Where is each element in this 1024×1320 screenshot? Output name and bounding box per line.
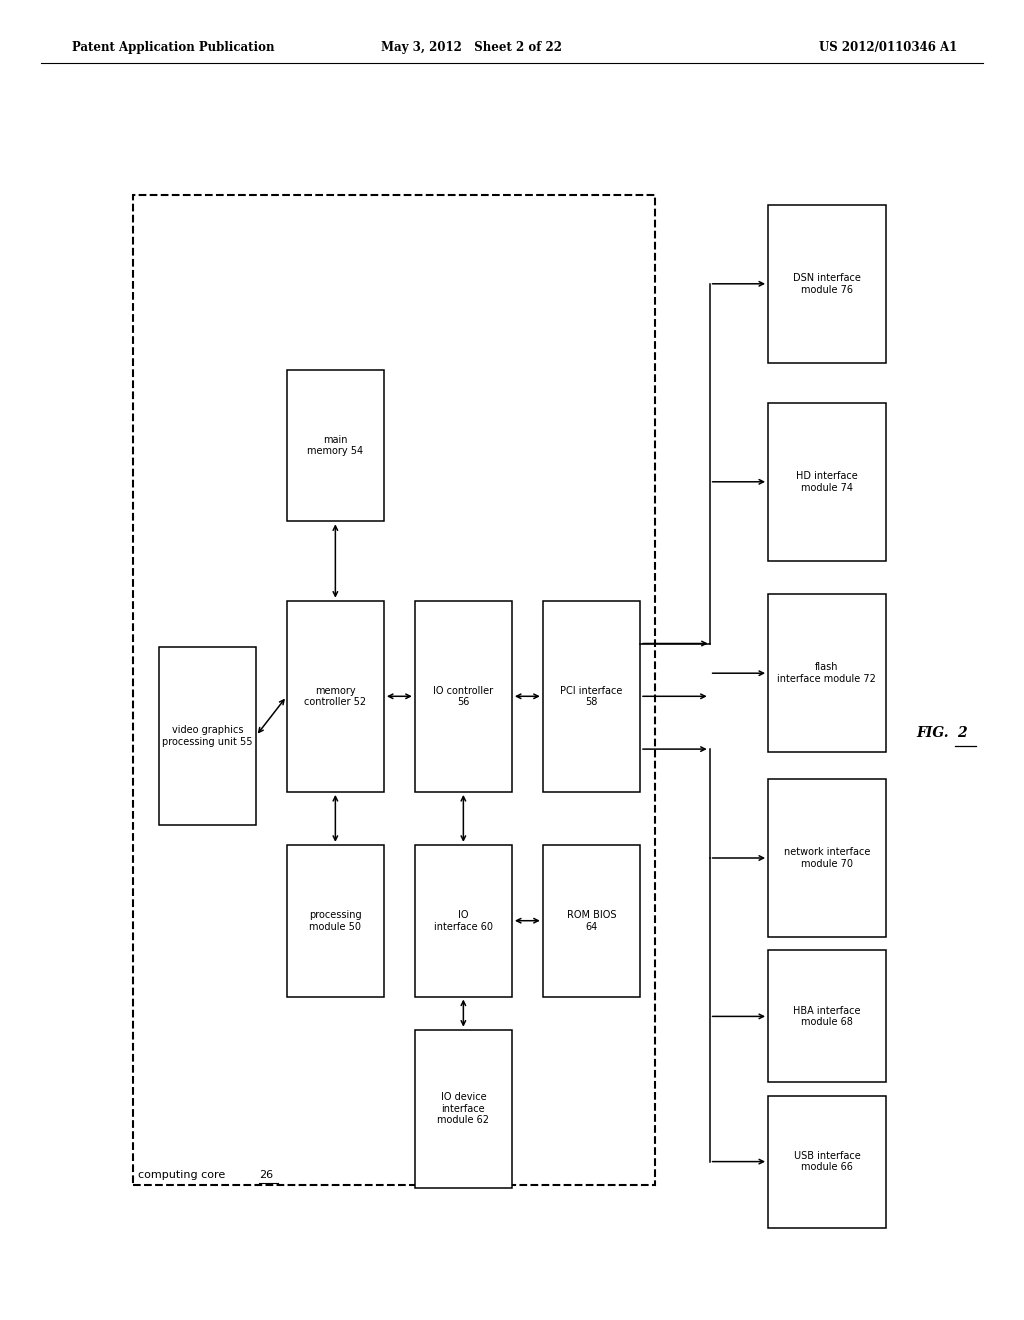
Text: IO
interface 60: IO interface 60 <box>434 909 493 932</box>
Text: IO device
interface
module 62: IO device interface module 62 <box>437 1092 489 1126</box>
Text: network interface
module 70: network interface module 70 <box>783 847 870 869</box>
Bar <box>768 950 886 1082</box>
Bar <box>768 403 886 561</box>
Bar <box>287 370 384 521</box>
Bar <box>415 601 512 792</box>
Text: May 3, 2012   Sheet 2 of 22: May 3, 2012 Sheet 2 of 22 <box>381 41 561 54</box>
Text: 2: 2 <box>957 726 967 739</box>
Text: video graphics
processing unit 55: video graphics processing unit 55 <box>162 725 253 747</box>
Text: HD interface
module 74: HD interface module 74 <box>796 471 858 492</box>
Bar <box>287 601 384 792</box>
Text: 26: 26 <box>259 1170 273 1180</box>
Text: PCI interface
58: PCI interface 58 <box>560 685 623 708</box>
Text: computing core: computing core <box>138 1170 229 1180</box>
Text: DSN interface
module 76: DSN interface module 76 <box>793 273 861 294</box>
Bar <box>133 195 655 1185</box>
Bar <box>543 601 640 792</box>
Text: memory
controller 52: memory controller 52 <box>304 685 367 708</box>
Text: FIG.: FIG. <box>916 726 949 739</box>
Text: flash
interface module 72: flash interface module 72 <box>777 663 877 684</box>
Text: main
memory 54: main memory 54 <box>307 434 364 457</box>
Text: IO controller
56: IO controller 56 <box>433 685 494 708</box>
Bar <box>543 845 640 997</box>
Bar <box>768 594 886 752</box>
Text: USB interface
module 66: USB interface module 66 <box>794 1151 860 1172</box>
Text: US 2012/0110346 A1: US 2012/0110346 A1 <box>819 41 957 54</box>
Text: Patent Application Publication: Patent Application Publication <box>72 41 274 54</box>
Bar <box>768 205 886 363</box>
Bar <box>415 845 512 997</box>
Bar <box>287 845 384 997</box>
Bar <box>159 647 256 825</box>
Bar <box>768 779 886 937</box>
Text: processing
module 50: processing module 50 <box>309 909 361 932</box>
Bar <box>768 1096 886 1228</box>
Bar <box>415 1030 512 1188</box>
Text: ROM BIOS
64: ROM BIOS 64 <box>566 909 616 932</box>
Text: HBA interface
module 68: HBA interface module 68 <box>794 1006 860 1027</box>
